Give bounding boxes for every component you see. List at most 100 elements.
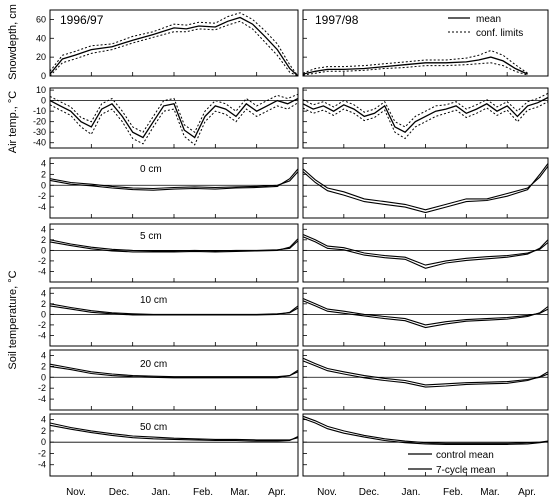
panel-frame <box>302 157 549 219</box>
season-label-1997: 1997/98 <box>315 13 359 27</box>
ylabel-air: Air temp., °C <box>7 91 19 154</box>
series-control-mean <box>302 233 549 266</box>
panel-frame <box>49 223 299 283</box>
panel-frame <box>302 413 549 477</box>
y-tick-label: 2 <box>41 299 46 309</box>
y-tick-label: 60 <box>36 14 46 24</box>
series-mean <box>49 16 299 77</box>
series-7cycle-mean <box>49 365 299 379</box>
series-7cycle-mean <box>302 360 549 388</box>
month-label: Feb. <box>193 487 213 498</box>
series-7cycle-mean <box>49 424 299 442</box>
y-tick-label: 0 <box>41 71 46 81</box>
legend-control-label: control mean <box>436 450 494 461</box>
month-label: Apr. <box>268 487 286 498</box>
depth-label-0cm: 0 cm <box>140 164 162 175</box>
series-7cycle-mean <box>49 168 299 191</box>
legend-mean-label: mean <box>476 14 501 25</box>
series-mean <box>302 56 528 75</box>
panel-frame <box>49 87 299 149</box>
series-control-mean <box>49 303 299 315</box>
y-tick-label: 4 <box>41 224 46 234</box>
series-7cycle-mean <box>302 163 549 214</box>
y-tick-label: 10 <box>36 85 46 95</box>
series-mean <box>302 96 549 133</box>
y-tick-label: 4 <box>41 350 46 360</box>
series-7cycle-mean <box>302 236 549 269</box>
series-control-mean <box>49 363 299 378</box>
panel-frame <box>49 413 299 477</box>
y-tick-label: 0 <box>41 309 46 319</box>
y-tick-label: 40 <box>36 33 46 43</box>
panel-frame <box>302 349 549 411</box>
ylabel-soil: Soil temperature, °C <box>7 270 19 369</box>
series-control-mean <box>302 297 549 326</box>
month-label: Nov. <box>66 487 86 498</box>
month-label: Mar. <box>480 487 499 498</box>
y-tick-label: 0 <box>41 180 46 190</box>
series-lower-conf <box>49 102 299 146</box>
y-tick-label: -2 <box>38 191 46 201</box>
series-7cycle-mean <box>302 417 549 445</box>
legend-top: mean conf. limits <box>448 14 523 39</box>
y-tick-label: -2 <box>38 383 46 393</box>
y-tick-label: 2 <box>41 361 46 371</box>
series-control-mean <box>302 165 549 211</box>
y-tick-label: -4 <box>38 202 46 212</box>
plot-layer: 0204060100-10-20-30-40420-2-4420-2-4420-… <box>33 9 549 477</box>
y-tick-label: -4 <box>38 330 46 340</box>
y-tick-label: 4 <box>41 288 46 298</box>
y-tick-label: -10 <box>33 106 46 116</box>
month-label: Feb. <box>443 487 463 498</box>
panel-frame <box>49 287 299 347</box>
y-tick-label: -2 <box>38 320 46 330</box>
month-label: Nov. <box>317 487 337 498</box>
y-tick-label: -2 <box>38 256 46 266</box>
month-label: Apr. <box>518 487 536 498</box>
y-tick-label: 2 <box>41 235 46 245</box>
series-control-mean <box>302 415 549 444</box>
depth-label-50cm: 50 cm <box>140 422 167 433</box>
series-upper-conf <box>302 92 549 128</box>
series-lower-conf <box>49 20 299 77</box>
series-upper-conf <box>49 93 299 133</box>
y-tick-label: 4 <box>41 158 46 168</box>
y-tick-label: -4 <box>38 394 46 404</box>
y-tick-label: 2 <box>41 169 46 179</box>
y-tick-label: 0 <box>41 437 46 447</box>
series-lower-conf <box>302 101 549 140</box>
y-tick-label: -2 <box>38 448 46 458</box>
series-lower-conf <box>302 62 528 76</box>
season-label-1996: 1996/97 <box>60 13 104 27</box>
month-label: Jan. <box>152 487 171 498</box>
month-label: Mar. <box>230 487 249 498</box>
y-tick-label: 20 <box>36 52 46 62</box>
legend-cycle-label: 7-cycle mean <box>436 465 495 476</box>
y-tick-label: -20 <box>33 117 46 127</box>
y-tick-label: -4 <box>38 266 46 276</box>
month-label: Dec. <box>359 487 380 498</box>
y-tick-label: 4 <box>41 415 46 425</box>
series-control-mean <box>302 357 549 386</box>
depth-label-20cm: 20 cm <box>140 359 167 370</box>
panel-frame <box>302 223 549 283</box>
series-7cycle-mean <box>302 300 549 329</box>
panel-frame <box>49 349 299 411</box>
y-tick-label: 2 <box>41 426 46 436</box>
y-tick-label: -30 <box>33 127 46 137</box>
y-tick-label: -40 <box>33 138 46 148</box>
panel-frame <box>302 87 549 149</box>
series-control-mean <box>49 171 299 190</box>
ylabel-snow: Snowdepth, cm <box>7 4 19 80</box>
legend-bottom: control mean 7-cycle mean <box>408 450 495 476</box>
y-tick-label: -4 <box>38 460 46 470</box>
month-label: Dec. <box>109 487 130 498</box>
series-control-mean <box>49 239 299 252</box>
month-label: Jan. <box>402 487 421 498</box>
depth-label-10cm: 10 cm <box>140 295 167 306</box>
series-control-mean <box>49 422 299 441</box>
y-tick-label: 0 <box>41 96 46 106</box>
y-tick-label: 0 <box>41 372 46 382</box>
legend-conf-label: conf. limits <box>476 28 523 39</box>
